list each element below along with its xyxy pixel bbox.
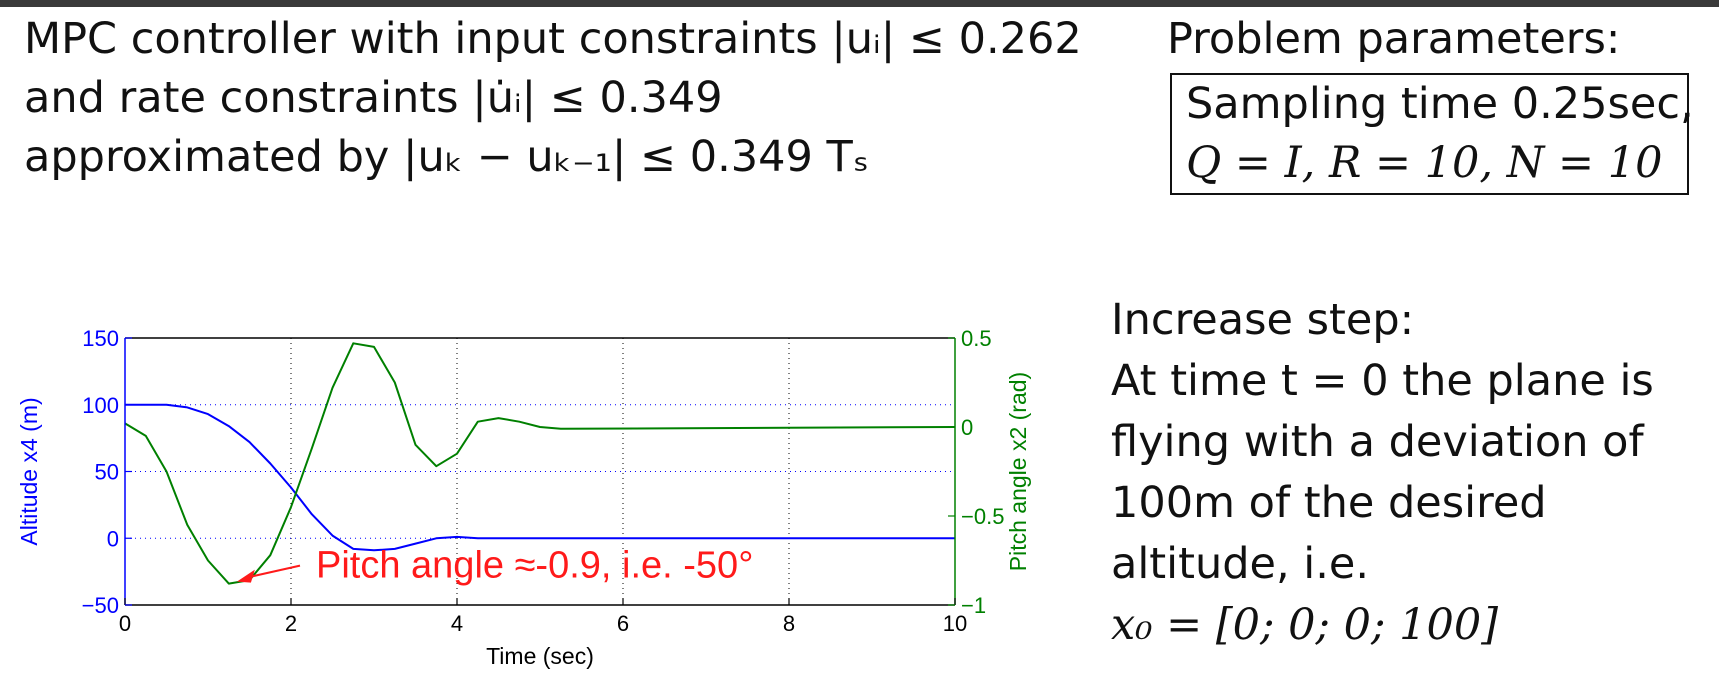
slide-heading: MPC controller with input constraints |u… bbox=[24, 10, 1082, 187]
params-line-2: Q = I, R = 10, N = 10 bbox=[1186, 138, 1663, 188]
description-text: Increase step: At time t = 0 the plane i… bbox=[1111, 290, 1654, 656]
y-left-tick-label: 100 bbox=[82, 393, 119, 418]
x-tick-label: 2 bbox=[285, 611, 297, 636]
x-tick-label: 10 bbox=[943, 611, 967, 636]
desc-line-5: altitude, i.e. bbox=[1111, 539, 1370, 589]
desc-line-1: Increase step: bbox=[1111, 295, 1415, 345]
y-right-tick-label: 0 bbox=[961, 415, 973, 440]
annotation-arrow-line bbox=[250, 564, 301, 578]
altitude-series-line bbox=[125, 403, 955, 552]
x-tick-label: 8 bbox=[783, 611, 795, 636]
y-left-tick-label: −50 bbox=[82, 593, 119, 618]
y-left-tick-label: 0 bbox=[107, 526, 119, 551]
series-layer bbox=[124, 342, 956, 585]
annotation-layer: Pitch angle ≈-0.9, i.e. -50° bbox=[236, 545, 753, 587]
heading-line-2: and rate constraints |u̇ᵢ| ≤ 0.349 bbox=[24, 73, 723, 123]
desc-line-6: x₀ = [0; 0; 0; 100] bbox=[1111, 600, 1499, 650]
problem-parameters-box: Sampling time 0.25sec, Q = I, R = 10, N … bbox=[1170, 73, 1694, 195]
params-line-1: Sampling time 0.25sec, bbox=[1186, 79, 1694, 129]
heading-line-3: approximated by |uₖ − uₖ₋₁| ≤ 0.349 Tₛ bbox=[24, 132, 869, 182]
y-left-tick-label: 50 bbox=[95, 460, 119, 485]
pitch-series-line bbox=[124, 342, 956, 585]
x-tick-label: 4 bbox=[451, 611, 463, 636]
y-right-tick-label: 0.5 bbox=[961, 326, 992, 351]
problem-parameters-label: Problem parameters: bbox=[1167, 14, 1621, 64]
y-right-tick-label: −1 bbox=[961, 593, 986, 618]
annotation-text: Pitch angle ≈-0.9, i.e. -50° bbox=[316, 545, 753, 587]
x-axis-title: Time (sec) bbox=[486, 643, 594, 669]
annotation-arrow-head bbox=[236, 569, 255, 583]
top-bar bbox=[0, 0, 1719, 7]
y-right-tick-label: −0.5 bbox=[961, 504, 1004, 529]
y-left-tick-label: 150 bbox=[82, 326, 119, 351]
desc-line-3: flying with a deviation of bbox=[1111, 417, 1644, 467]
x-tick-label: 6 bbox=[617, 611, 629, 636]
heading-line-1: MPC controller with input constraints |u… bbox=[24, 14, 1082, 64]
desc-line-4: 100m of the desired bbox=[1111, 478, 1547, 528]
x-tick-label: 0 bbox=[119, 611, 131, 636]
desc-line-2: At time t = 0 the plane is bbox=[1111, 356, 1654, 406]
y-left-axis-title: Altitude x4 (m) bbox=[16, 397, 42, 545]
y-right-axis-title: Pitch angle x2 (rad) bbox=[1005, 372, 1031, 571]
